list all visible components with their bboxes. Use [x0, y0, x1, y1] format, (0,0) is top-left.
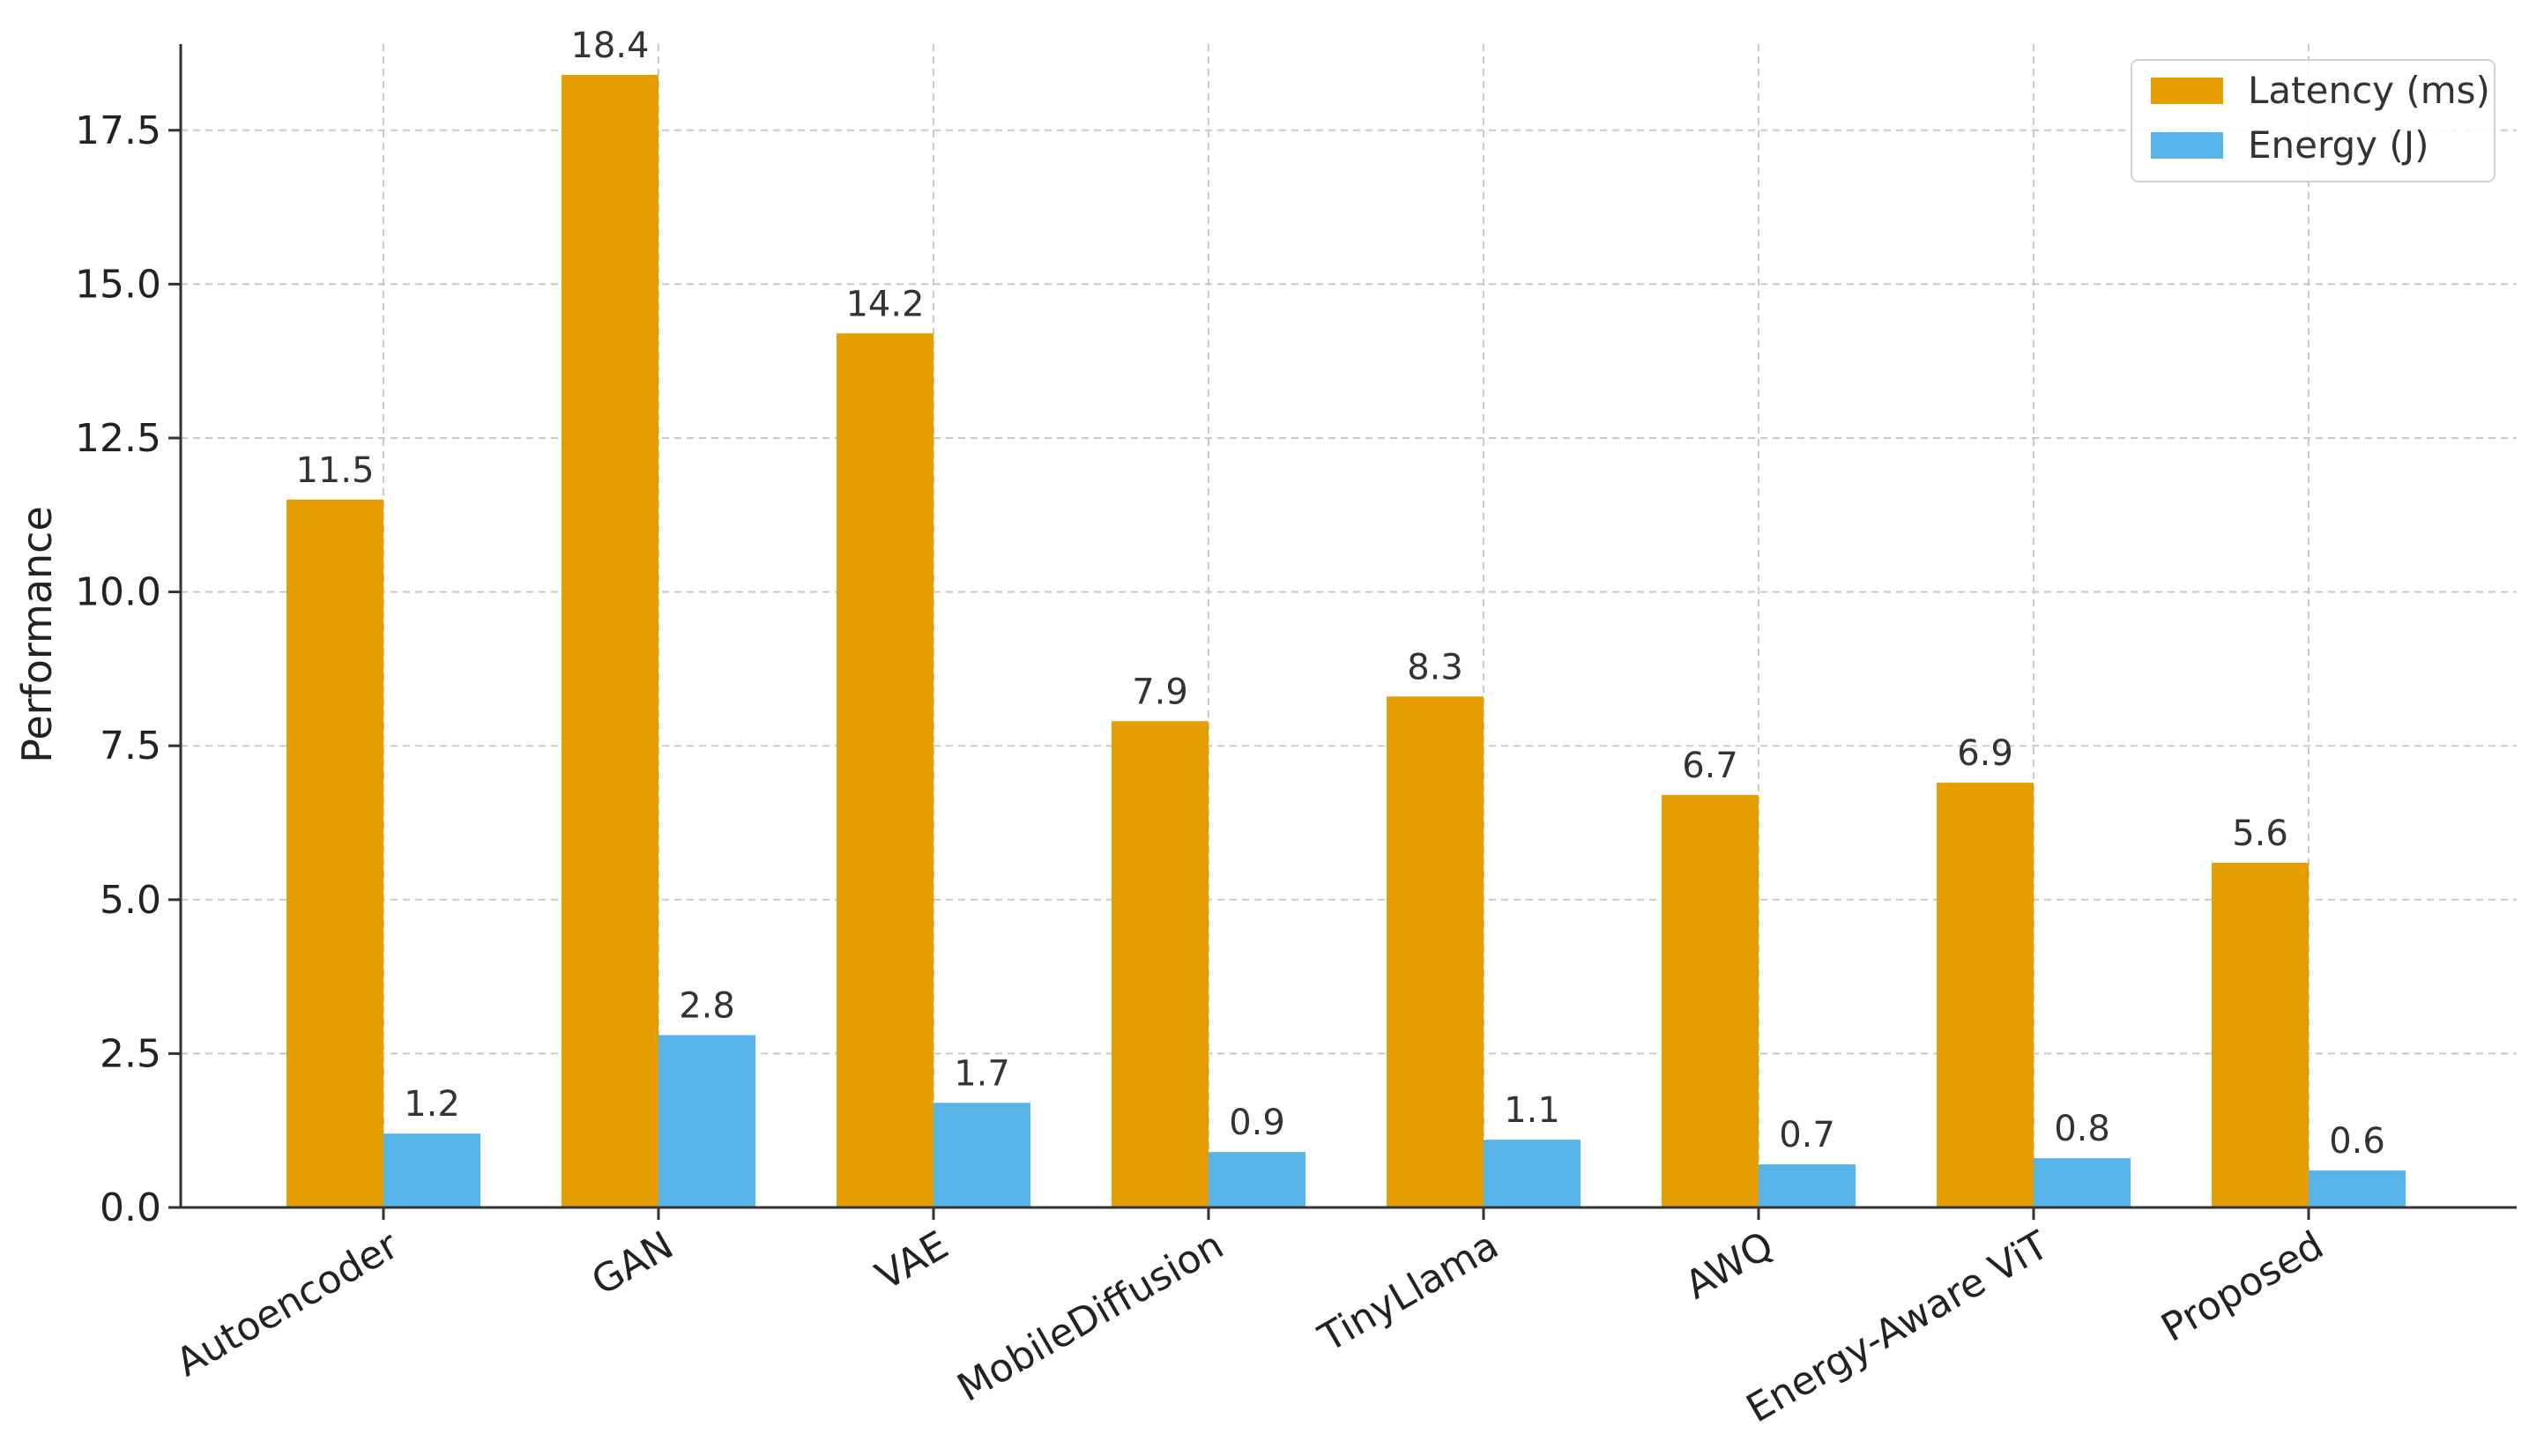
- data-label-energy: 1.7: [954, 1053, 1010, 1094]
- y-tick-label: 0.0: [100, 1185, 161, 1230]
- bar-energy-1: [658, 1035, 755, 1207]
- data-label-latency: 6.9: [1957, 733, 2013, 774]
- legend: Latency (ms) Energy (J): [2131, 59, 2496, 182]
- data-label-energy: 1.1: [1504, 1090, 1560, 1131]
- y-tick-label: 12.5: [75, 416, 161, 461]
- data-label-energy: 1.2: [404, 1084, 460, 1125]
- data-labels: 11.5 1.2 18.4 2.8 14.2 1.7 7.9 0.9 8.3 1.1 6.7 0.7 6…: [295, 26, 2384, 1162]
- x-tick-label: AWQ: [1677, 1222, 1781, 1308]
- x-tick-label: MobileDiffusion: [950, 1222, 1231, 1410]
- x-tick-label: Energy-Aware ViT: [1739, 1222, 2057, 1431]
- data-label-latency: 8.3: [1407, 647, 1463, 687]
- data-label-energy: 0.9: [1229, 1103, 1285, 1143]
- data-label-latency: 14.2: [845, 284, 924, 324]
- bar-latency-5: [1662, 795, 1759, 1207]
- bar-latency-0: [286, 499, 383, 1207]
- y-axis-title: Performance: [13, 506, 61, 763]
- legend-label-latency: Latency (ms): [2248, 69, 2490, 112]
- y-tick-label: 7.5: [100, 724, 161, 769]
- bar-latency-6: [1937, 783, 2034, 1207]
- bar-energy-5: [1759, 1164, 1856, 1207]
- data-label-latency: 11.5: [295, 450, 374, 491]
- y-tick-label: 2.5: [100, 1031, 161, 1076]
- data-label-latency: 18.4: [570, 26, 649, 66]
- y-tick-label: 5.0: [100, 878, 161, 923]
- x-tick-label: Proposed: [2154, 1222, 2332, 1350]
- bar-latency-4: [1387, 696, 1484, 1207]
- axes: 0.0 2.5 5.0 7.5 10.0 12.5 15.0 17.5 Autoencoder G…: [75, 44, 2517, 1431]
- x-tick-label: Autoencoder: [168, 1222, 406, 1385]
- bar-energy-2: [933, 1103, 1030, 1207]
- data-label-energy: 0.7: [1779, 1115, 1835, 1155]
- bars: [286, 74, 2406, 1207]
- bar-latency-2: [837, 333, 933, 1207]
- bar-energy-7: [2309, 1170, 2406, 1207]
- data-label-latency: 5.6: [2232, 813, 2288, 854]
- data-label-latency: 7.9: [1132, 672, 1188, 712]
- y-tick-label: 17.5: [75, 108, 161, 153]
- grid-lines: [181, 44, 2517, 1207]
- x-tick-label: TinyLlama: [1311, 1222, 1506, 1361]
- data-label-energy: 0.6: [2329, 1121, 2385, 1162]
- x-tick-label: GAN: [584, 1222, 681, 1304]
- data-label-energy: 0.8: [2054, 1109, 2110, 1149]
- y-tick-label: 10.0: [75, 570, 161, 615]
- legend-label-energy: Energy (J): [2248, 123, 2429, 167]
- data-label-energy: 2.8: [679, 985, 735, 1026]
- bar-energy-3: [1209, 1152, 1305, 1207]
- bar-energy-0: [383, 1133, 480, 1207]
- bar-latency-3: [1112, 721, 1209, 1207]
- data-label-latency: 6.7: [1682, 746, 1738, 786]
- bar-energy-6: [2034, 1158, 2131, 1207]
- legend-swatch-energy: [2151, 132, 2223, 159]
- bar-energy-4: [1484, 1140, 1581, 1207]
- legend-swatch-latency: [2151, 78, 2223, 104]
- x-tick-label: VAE: [868, 1222, 956, 1299]
- y-tick-label: 15.0: [75, 262, 161, 307]
- bar-latency-1: [562, 74, 658, 1207]
- bar-latency-7: [2212, 862, 2309, 1207]
